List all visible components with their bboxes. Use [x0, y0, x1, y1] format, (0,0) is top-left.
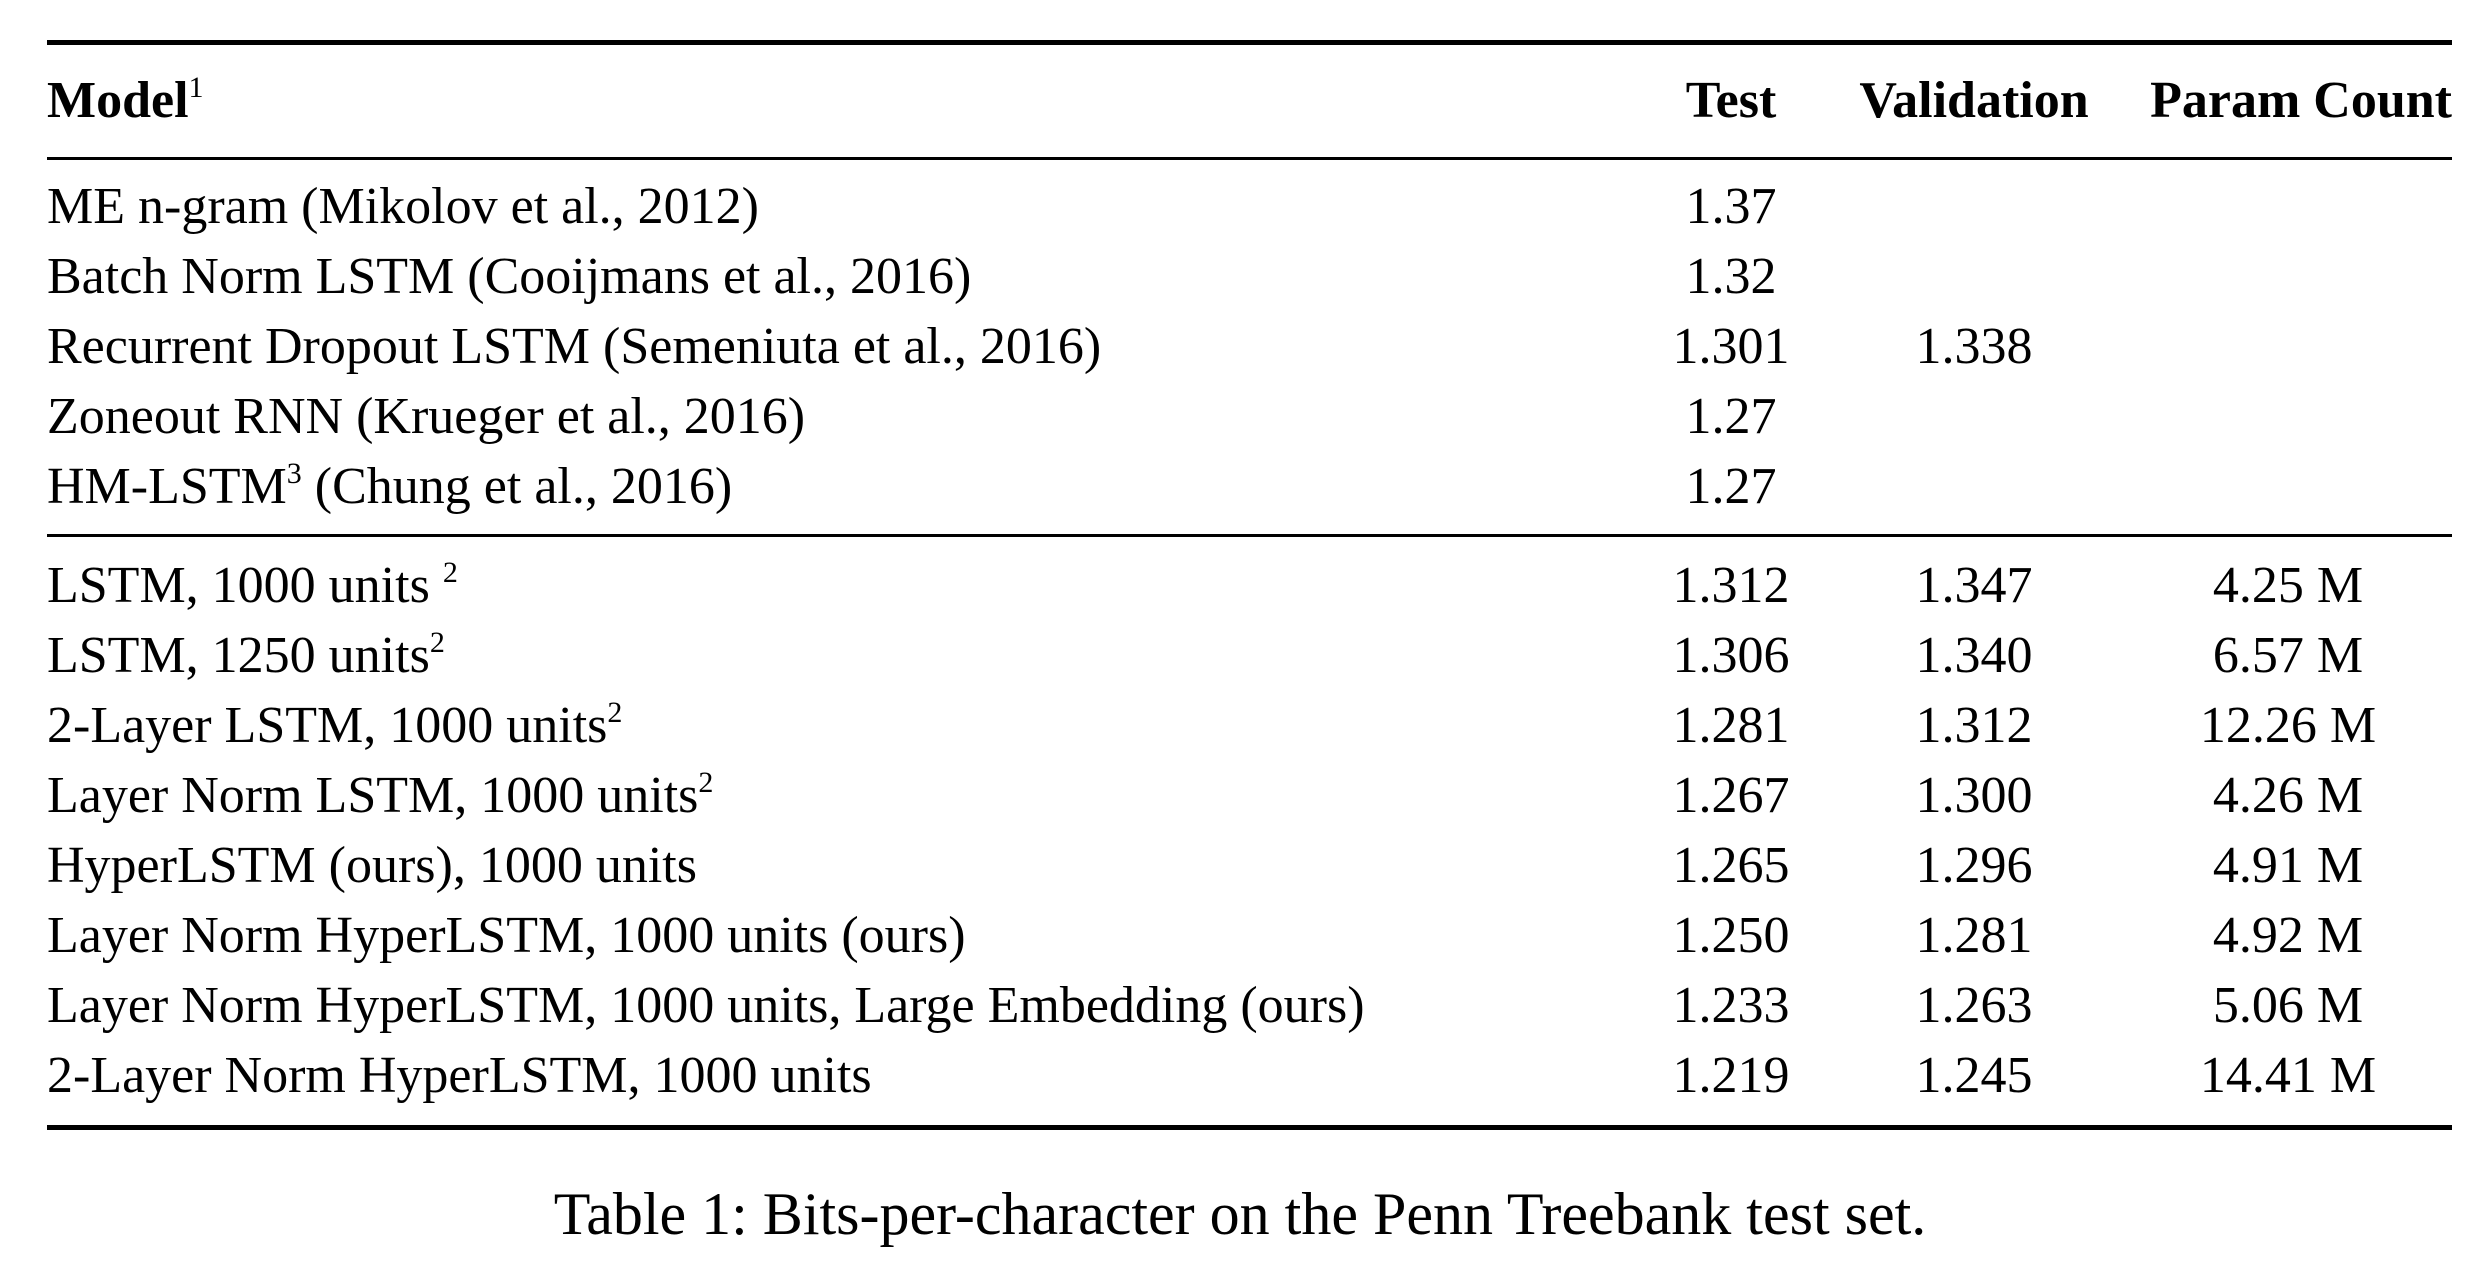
- model-name: HM-LSTM: [47, 458, 287, 515]
- model-cell: Layer Norm LSTM, 1000 units2: [47, 761, 1638, 831]
- param-count-cell: [2124, 159, 2452, 243]
- header-test: Test: [1638, 40, 1824, 160]
- param-count-cell: 14.41 M: [2124, 1041, 2452, 1130]
- baseline-group: ME n-gram (Mikolov et al., 2012) 1.37 Ba…: [47, 159, 2452, 536]
- model-footnote: 2: [442, 556, 458, 589]
- model-name: LSTM, 1250 units: [47, 627, 430, 684]
- table-row: Layer Norm LSTM, 1000 units2 1.267 1.300…: [47, 761, 2452, 831]
- test-cell: 1.27: [1685, 458, 1777, 515]
- param-count-cell: 4.92 M: [2212, 907, 2364, 964]
- model-footnote: 2: [698, 766, 714, 799]
- test-cell: 1.301: [1672, 318, 1790, 375]
- param-count-cell: [2124, 382, 2452, 452]
- table-row: LSTM, 1000 units 2 1.312 1.347 4.25 M: [47, 534, 2452, 621]
- model-cell: Recurrent Dropout LSTM (Semeniuta et al.…: [47, 318, 1102, 375]
- validation-cell: 1.312: [1915, 697, 2033, 754]
- header-model-label: Model: [47, 72, 189, 129]
- model-footnote: 2: [429, 626, 445, 659]
- table-row: Batch Norm LSTM (Cooijmans et al., 2016)…: [47, 242, 2452, 312]
- param-count-cell: 4.91 M: [2212, 837, 2364, 894]
- test-cell: 1.250: [1672, 907, 1790, 964]
- param-count-cell: [2124, 452, 2452, 536]
- validation-cell: 1.296: [1915, 837, 2033, 894]
- table-caption: Table 1: Bits-per-character on the Penn …: [553, 1181, 1927, 1247]
- model-footnote: 3: [286, 457, 302, 490]
- table-row: LSTM, 1250 units2 1.306 1.340 6.57 M: [47, 621, 2452, 691]
- validation-cell: [1824, 242, 2124, 312]
- validation-cell: [1824, 382, 2124, 452]
- header-model: Model1: [47, 40, 1638, 160]
- table-row: 2-Layer Norm HyperLSTM, 1000 units 1.219…: [47, 1041, 2452, 1130]
- test-cell: 1.267: [1672, 767, 1790, 824]
- model-cell: Layer Norm HyperLSTM, 1000 units (ours): [47, 907, 966, 964]
- validation-cell: 1.245: [1824, 1041, 2124, 1130]
- model-name: LSTM, 1000 units: [47, 557, 443, 614]
- table-row: HM-LSTM3 (Chung et al., 2016) 1.27: [47, 452, 2452, 536]
- test-cell: 1.281: [1672, 697, 1790, 754]
- validation-cell: 1.263: [1915, 977, 2033, 1034]
- test-cell: 1.32: [1685, 248, 1777, 305]
- param-count-cell: 4.26 M: [2212, 767, 2364, 824]
- param-count-cell: [2124, 242, 2452, 312]
- validation-cell: [1824, 452, 2124, 536]
- validation-cell: [1824, 159, 2124, 243]
- table-row: Layer Norm HyperLSTM, 1000 units (ours) …: [47, 901, 2452, 971]
- test-cell: 1.37: [1685, 178, 1777, 235]
- results-table: Model1 Test Validation Param Count ME n-…: [47, 40, 2452, 1130]
- lstm-group: LSTM, 1000 units 2 1.312 1.347 4.25 M LS…: [47, 534, 2452, 1130]
- model-citation: (Chung et al., 2016): [301, 458, 733, 515]
- param-count-cell: 12.26 M: [2199, 697, 2377, 754]
- test-cell: 1.219: [1638, 1041, 1824, 1130]
- validation-cell: 1.281: [1915, 907, 2033, 964]
- header-row: Model1 Test Validation Param Count: [47, 40, 2452, 160]
- test-cell: 1.265: [1672, 837, 1790, 894]
- test-cell: 1.306: [1672, 627, 1790, 684]
- param-count-cell: 4.25 M: [2124, 534, 2452, 621]
- header-validation: Validation: [1824, 40, 2124, 160]
- table-header: Model1 Test Validation Param Count: [47, 40, 2452, 160]
- model-name: Layer Norm LSTM, 1000 units: [47, 767, 699, 824]
- header-param-count: Param Count: [2124, 40, 2452, 160]
- test-cell: 1.233: [1672, 977, 1790, 1034]
- header-model-footnote: 1: [188, 71, 204, 104]
- table-row: ME n-gram (Mikolov et al., 2012) 1.37: [47, 159, 2452, 243]
- table-row: HyperLSTM (ours), 1000 units 1.265 1.296…: [47, 831, 2452, 901]
- model-cell: ME n-gram (Mikolov et al., 2012): [47, 178, 759, 235]
- param-count-cell: 6.57 M: [2212, 627, 2364, 684]
- model-cell: Batch Norm LSTM (Cooijmans et al., 2016): [47, 248, 972, 305]
- validation-cell: 1.338: [1915, 318, 2033, 375]
- table-row: Recurrent Dropout LSTM (Semeniuta et al.…: [47, 312, 2452, 382]
- table-row: Zoneout RNN (Krueger et al., 2016) 1.27: [47, 382, 2452, 452]
- model-cell: Zoneout RNN (Krueger et al., 2016): [47, 388, 806, 445]
- table-row: Layer Norm HyperLSTM, 1000 units, Large …: [47, 971, 2452, 1041]
- model-name: 2-Layer LSTM, 1000 units: [47, 697, 608, 754]
- model-cell: 2-Layer Norm HyperLSTM, 1000 units: [47, 1041, 1638, 1130]
- validation-cell: 1.340: [1915, 627, 2033, 684]
- test-cell: 1.27: [1685, 388, 1777, 445]
- param-count-cell: 5.06 M: [2212, 977, 2364, 1034]
- table-row: 2-Layer LSTM, 1000 units2 1.281 1.312 12…: [47, 691, 2452, 761]
- model-cell: HM-LSTM3 (Chung et al., 2016): [47, 452, 1638, 536]
- param-count-cell: [2124, 312, 2452, 382]
- model-cell: 2-Layer LSTM, 1000 units2: [47, 691, 1638, 761]
- model-footnote: 2: [607, 696, 623, 729]
- validation-cell: 1.347: [1824, 534, 2124, 621]
- model-cell: LSTM, 1000 units 2: [47, 534, 1638, 621]
- model-cell: HyperLSTM (ours), 1000 units: [47, 837, 697, 894]
- results-table-container: Model1 Test Validation Param Count ME n-…: [47, 40, 2452, 1130]
- model-cell: LSTM, 1250 units2: [47, 621, 1638, 691]
- validation-cell: 1.300: [1915, 767, 2033, 824]
- model-cell: Layer Norm HyperLSTM, 1000 units, Large …: [47, 977, 1365, 1034]
- test-cell: 1.312: [1638, 534, 1824, 621]
